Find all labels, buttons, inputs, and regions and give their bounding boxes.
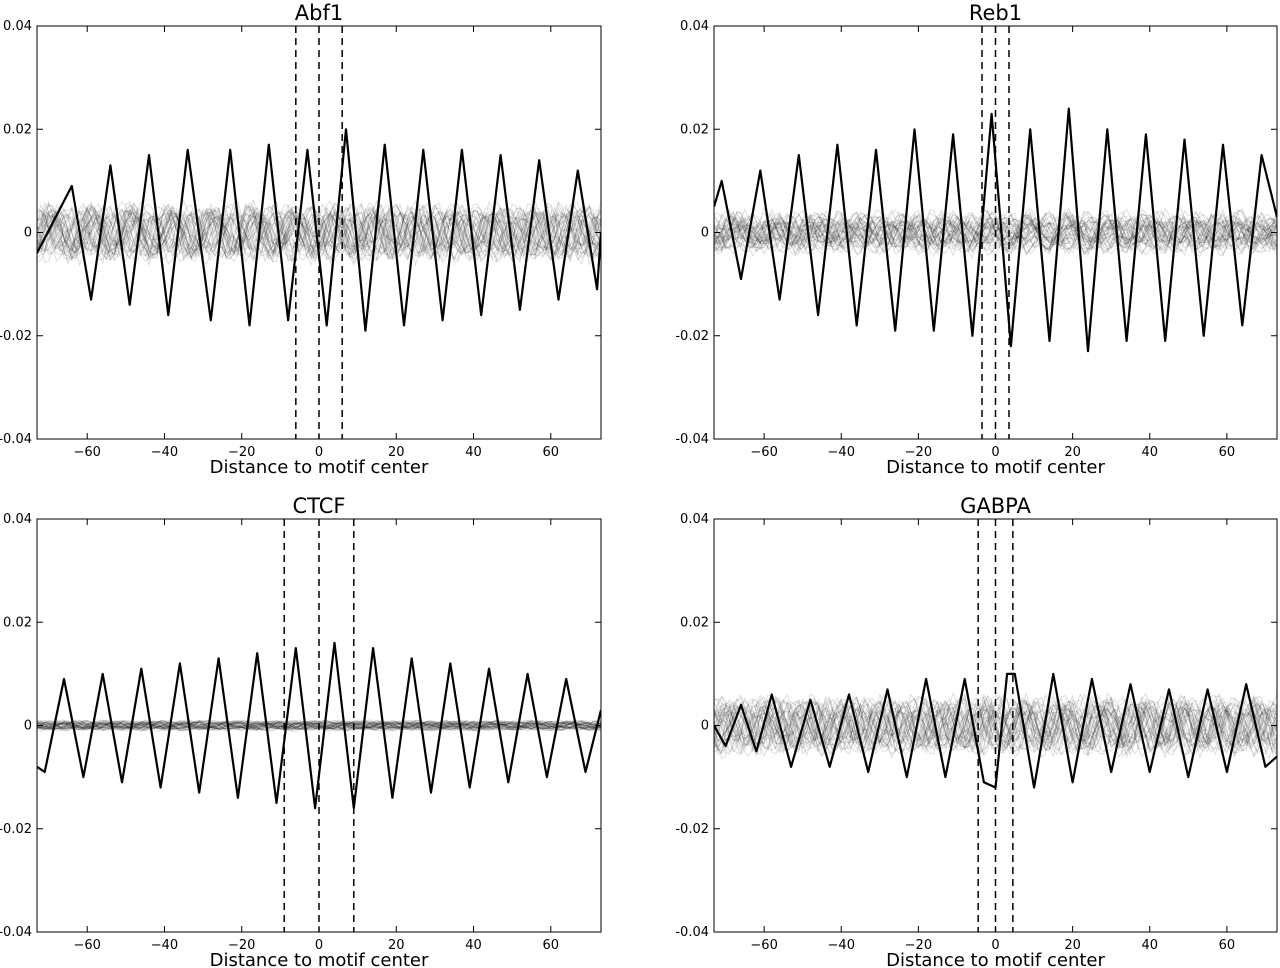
- y-tick-label: -0.02: [0, 822, 32, 837]
- x-tick-label: 20: [1064, 445, 1081, 460]
- y-tick-label: 0: [24, 226, 32, 241]
- x-tick-label: 20: [388, 938, 405, 953]
- x-axis-label: Distance to motif center: [210, 457, 429, 478]
- background-trace: [37, 206, 601, 259]
- x-tick-label: 60: [543, 445, 560, 460]
- background-trace: [37, 207, 601, 259]
- x-tick-label: 60: [1219, 938, 1236, 953]
- y-tick-label: -0.04: [675, 432, 709, 447]
- background-trace: [37, 200, 601, 263]
- x-tick-label: 40: [1141, 445, 1158, 460]
- background-trace: [37, 207, 601, 259]
- background-trace: [714, 700, 1277, 750]
- y-tick-label: 0: [701, 719, 709, 734]
- x-tick-label: 0: [991, 445, 999, 460]
- x-tick-label: −40: [828, 938, 855, 953]
- background-trace: [714, 205, 1277, 259]
- panel-title: Reb1: [969, 1, 1022, 25]
- y-tick-label: 0.04: [3, 19, 32, 34]
- x-tick-label: 60: [543, 938, 560, 953]
- y-tick-label: -0.04: [0, 925, 32, 940]
- main-series-line: [714, 107, 1277, 353]
- x-tick-label: 60: [1219, 445, 1236, 460]
- background-trace: [37, 202, 601, 263]
- y-tick-label: 0.02: [680, 122, 709, 137]
- panel-title: GABPA: [960, 494, 1031, 518]
- y-tick-label: 0.04: [680, 512, 709, 527]
- background-trace: [37, 199, 601, 267]
- x-tick-label: −20: [905, 445, 932, 460]
- background-trace: [37, 211, 601, 254]
- background-trace: [714, 211, 1277, 255]
- y-tick-label: 0.02: [680, 615, 709, 630]
- main-series-line: [37, 128, 601, 332]
- panel-reb1: −60 −40 −20 0 20 40 60 -0.04 -0.02 0 0.02 0.04 Reb1 D…: [675, 1, 1278, 478]
- x-axis-label: Distance to motif center: [886, 950, 1105, 968]
- background-trace: [714, 698, 1277, 752]
- background-trace: [37, 206, 601, 261]
- x-tick-label: −20: [905, 938, 932, 953]
- panel-gabpa: −60 −40 −20 0 20 40 60 -0.04 -0.02 0 0.02 0.04 GABPA…: [675, 494, 1278, 968]
- background-trace: [37, 216, 601, 249]
- y-tick-label: -0.02: [0, 329, 32, 344]
- x-tick-label: −40: [828, 445, 855, 460]
- y-tick-label: 0.02: [3, 615, 32, 630]
- x-tick-label: −20: [228, 938, 255, 953]
- x-tick-label: 20: [388, 445, 405, 460]
- x-tick-label: 0: [315, 938, 323, 953]
- x-tick-label: 20: [1064, 938, 1081, 953]
- panel-title: Abf1: [295, 1, 343, 25]
- y-tick-label: -0.04: [675, 925, 709, 940]
- background-trace: [714, 707, 1277, 744]
- x-tick-label: 40: [465, 445, 482, 460]
- main-series-line: [37, 641, 601, 810]
- x-tick-label: −60: [750, 938, 777, 953]
- panel-abf1: −60 −40 −20 0 20 40 60 -0.04 -0.02 0 0.02 0.04 Abf1 D…: [0, 1, 602, 478]
- x-tick-label: −20: [228, 445, 255, 460]
- panel-title: CTCF: [292, 494, 345, 518]
- x-tick-label: 40: [465, 938, 482, 953]
- background-trace: [37, 720, 601, 731]
- background-trace: [714, 692, 1277, 757]
- plot-content: [714, 672, 1277, 789]
- panel-ctcf: −60 −40 −20 0 20 40 60 -0.04 -0.02 0 0.02 0.04 CTCF D…: [0, 494, 602, 968]
- x-axis-label: Distance to motif center: [210, 950, 429, 968]
- x-tick-label: 40: [1141, 938, 1158, 953]
- background-trace: [37, 207, 601, 258]
- background-trace: [714, 706, 1277, 745]
- y-tick-label: -0.02: [675, 329, 709, 344]
- x-tick-label: −40: [151, 445, 178, 460]
- y-tick-label: -0.04: [0, 432, 32, 447]
- background-trace: [714, 216, 1277, 249]
- x-tick-label: 0: [991, 938, 999, 953]
- y-tick-label: -0.02: [675, 822, 709, 837]
- x-axis-label: Distance to motif center: [886, 457, 1105, 478]
- background-trace: [37, 215, 601, 250]
- background-trace: [714, 705, 1277, 745]
- x-tick-label: −60: [74, 445, 101, 460]
- background-trace: [37, 719, 601, 732]
- x-tick-label: 0: [315, 445, 323, 460]
- y-tick-label: 0.04: [680, 19, 709, 34]
- y-tick-label: 0.02: [3, 122, 32, 137]
- y-tick-label: 0: [701, 226, 709, 241]
- x-tick-label: −60: [750, 445, 777, 460]
- background-trace: [714, 704, 1277, 747]
- y-tick-label: 0.04: [3, 512, 32, 527]
- background-trace: [37, 205, 601, 263]
- x-tick-label: −60: [74, 938, 101, 953]
- y-tick-label: 0: [24, 719, 32, 734]
- background-trace: [714, 702, 1277, 749]
- x-tick-label: −40: [151, 938, 178, 953]
